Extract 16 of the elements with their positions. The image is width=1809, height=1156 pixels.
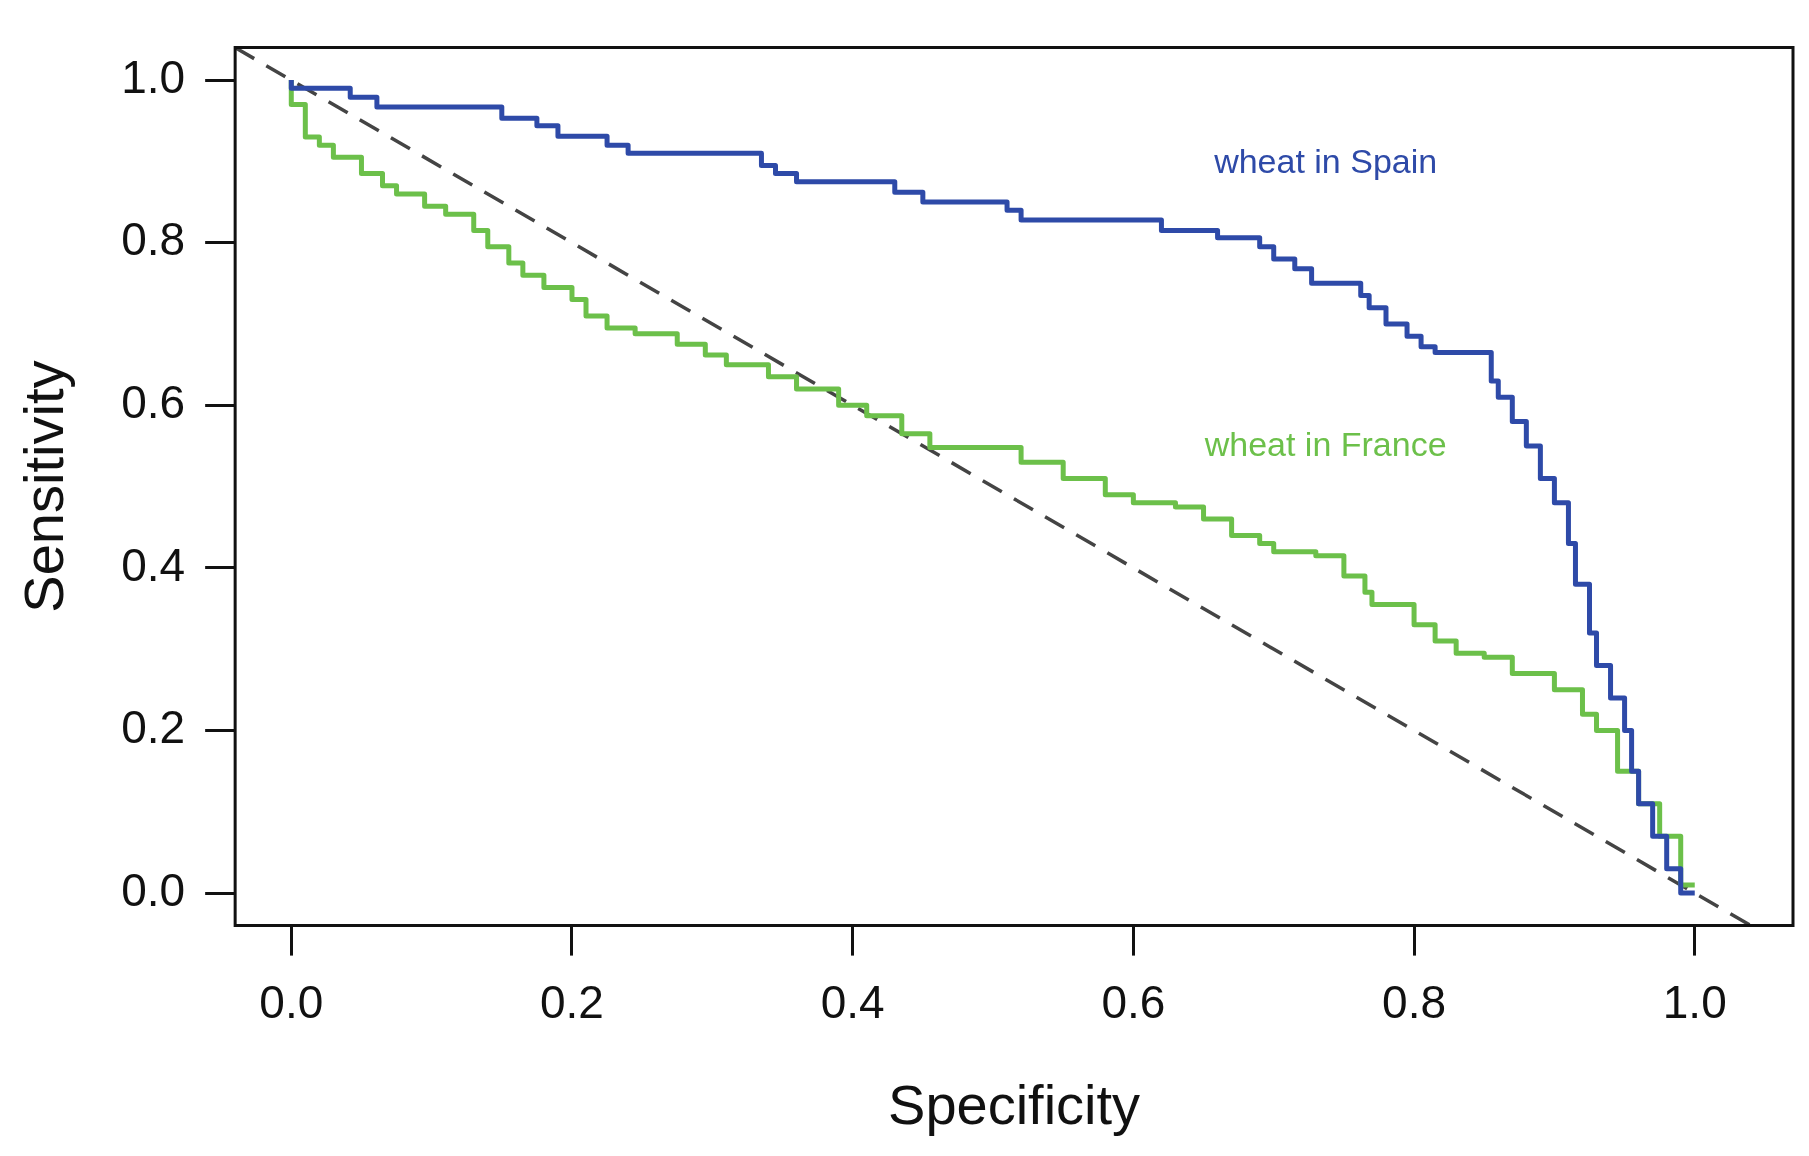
series-label: wheat in France [1203, 424, 1447, 463]
y-tick-label: 0.8 [121, 213, 186, 266]
y-tick-label: 1.0 [121, 50, 186, 103]
x-tick-label: 0.8 [1382, 975, 1447, 1028]
y-tick-label: 0.0 [121, 863, 186, 916]
y-tick-label: 0.4 [121, 538, 186, 591]
series-label: wheat in Spain [1213, 141, 1438, 180]
x-tick-label: 1.0 [1662, 975, 1727, 1028]
y-axis-title: Sensitivity [12, 360, 76, 613]
x-tick-label: 0.0 [259, 975, 324, 1028]
x-tick-label: 0.6 [1101, 975, 1166, 1028]
x-tick-label: 0.2 [540, 975, 604, 1028]
x-axis-title: Specificity [888, 1072, 1141, 1136]
x-tick-label: 0.4 [820, 975, 885, 1028]
y-tick-label: 0.2 [121, 701, 186, 754]
y-tick-label: 0.6 [121, 375, 186, 428]
